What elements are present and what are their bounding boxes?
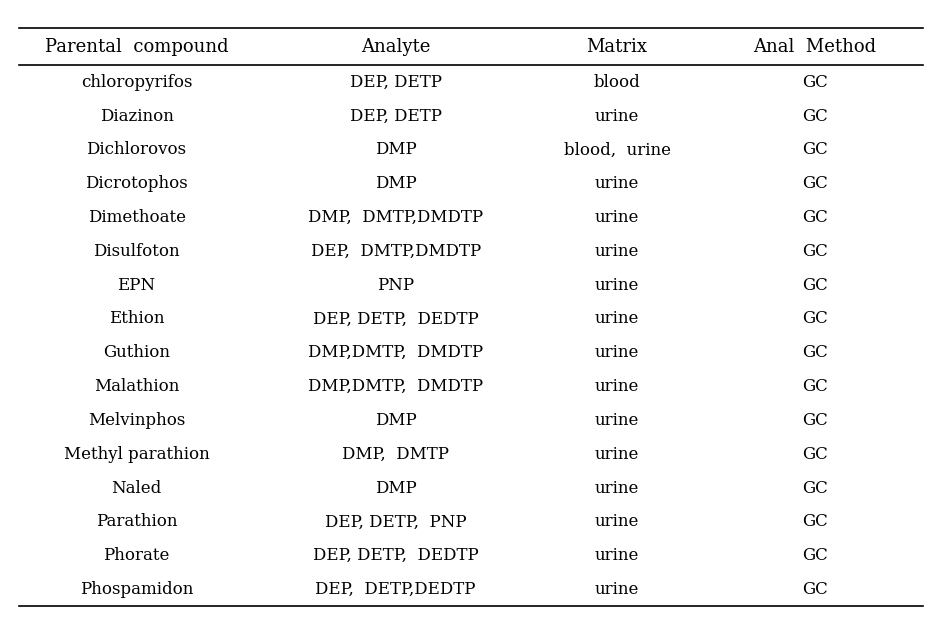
Text: chloropyrifos: chloropyrifos xyxy=(81,74,192,91)
Text: PNP: PNP xyxy=(377,277,414,294)
Text: GC: GC xyxy=(802,277,828,294)
Text: Phorate: Phorate xyxy=(104,547,170,564)
Text: Diazinon: Diazinon xyxy=(100,108,173,124)
Text: urine: urine xyxy=(594,446,640,463)
Text: urine: urine xyxy=(594,547,640,564)
Text: urine: urine xyxy=(594,277,640,294)
Text: DEP, DETP,  DEDTP: DEP, DETP, DEDTP xyxy=(313,310,479,327)
Text: DMP,  DMTP,DMDTP: DMP, DMTP,DMDTP xyxy=(308,209,483,226)
Text: GC: GC xyxy=(802,513,828,531)
Text: urine: urine xyxy=(594,310,640,327)
Text: GC: GC xyxy=(802,141,828,159)
Text: GC: GC xyxy=(802,547,828,564)
Text: DEP, DETP: DEP, DETP xyxy=(349,108,442,124)
Text: urine: urine xyxy=(594,480,640,496)
Text: Analyte: Analyte xyxy=(361,38,430,55)
Text: GC: GC xyxy=(802,175,828,192)
Text: DMP,  DMTP: DMP, DMTP xyxy=(342,446,449,463)
Text: DEP,  DETP,DEDTP: DEP, DETP,DEDTP xyxy=(316,581,476,598)
Text: GC: GC xyxy=(802,108,828,124)
Text: Anal  Method: Anal Method xyxy=(754,38,876,55)
Text: GC: GC xyxy=(802,581,828,598)
Text: urine: urine xyxy=(594,175,640,192)
Text: Guthion: Guthion xyxy=(103,345,171,361)
Text: urine: urine xyxy=(594,513,640,531)
Text: DMP,DMTP,  DMDTP: DMP,DMTP, DMDTP xyxy=(308,345,483,361)
Text: Ethion: Ethion xyxy=(109,310,164,327)
Text: DMP: DMP xyxy=(375,480,416,496)
Text: DEP, DETP,  DEDTP: DEP, DETP, DEDTP xyxy=(313,547,479,564)
Text: Malathion: Malathion xyxy=(94,378,179,395)
Text: DMP: DMP xyxy=(375,412,416,429)
Text: DMP,DMTP,  DMDTP: DMP,DMTP, DMDTP xyxy=(308,378,483,395)
Text: urine: urine xyxy=(594,243,640,260)
Text: urine: urine xyxy=(594,345,640,361)
Text: urine: urine xyxy=(594,378,640,395)
Text: GC: GC xyxy=(802,209,828,226)
Text: DEP, DETP,  PNP: DEP, DETP, PNP xyxy=(325,513,466,531)
Text: Parental  compound: Parental compound xyxy=(45,38,228,55)
Text: DMP: DMP xyxy=(375,141,416,159)
Text: blood,  urine: blood, urine xyxy=(563,141,671,159)
Text: urine: urine xyxy=(594,581,640,598)
Text: urine: urine xyxy=(594,412,640,429)
Text: GC: GC xyxy=(802,310,828,327)
Text: GC: GC xyxy=(802,345,828,361)
Text: EPN: EPN xyxy=(118,277,155,294)
Text: Phospamidon: Phospamidon xyxy=(80,581,193,598)
Text: GC: GC xyxy=(802,480,828,496)
Text: Parathion: Parathion xyxy=(96,513,177,531)
Text: Dimethoate: Dimethoate xyxy=(88,209,186,226)
Text: Matrix: Matrix xyxy=(587,38,647,55)
Text: blood: blood xyxy=(593,74,641,91)
Text: GC: GC xyxy=(802,412,828,429)
Text: Methyl parathion: Methyl parathion xyxy=(64,446,209,463)
Text: Dicrotophos: Dicrotophos xyxy=(85,175,188,192)
Text: Disulfoton: Disulfoton xyxy=(93,243,180,260)
Text: Melvinphos: Melvinphos xyxy=(88,412,186,429)
Text: DEP,  DMTP,DMDTP: DEP, DMTP,DMDTP xyxy=(311,243,480,260)
Text: DEP, DETP: DEP, DETP xyxy=(349,74,442,91)
Text: urine: urine xyxy=(594,209,640,226)
Text: GC: GC xyxy=(802,378,828,395)
Text: DMP: DMP xyxy=(375,175,416,192)
Text: urine: urine xyxy=(594,108,640,124)
Text: GC: GC xyxy=(802,243,828,260)
Text: GC: GC xyxy=(802,446,828,463)
Text: Naled: Naled xyxy=(111,480,162,496)
Text: Dichlorovos: Dichlorovos xyxy=(87,141,187,159)
Text: GC: GC xyxy=(802,74,828,91)
